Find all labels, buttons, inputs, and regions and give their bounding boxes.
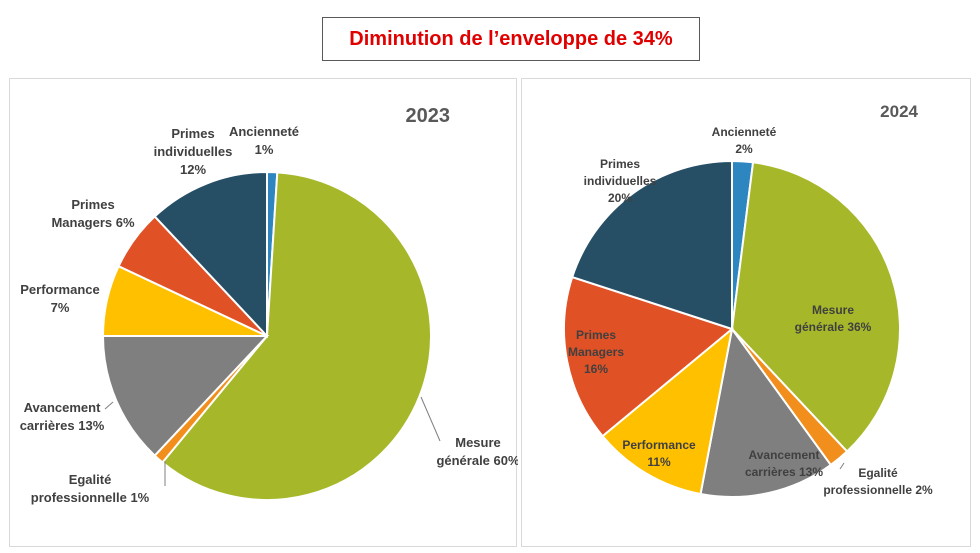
chart-title: 2023 <box>406 105 451 127</box>
leader-line-egalite <box>839 462 845 470</box>
pie-slice-managers <box>562 275 735 438</box>
pie-slice-avancement <box>101 335 270 457</box>
headline-text: Diminution de l’enveloppe de 34% <box>349 27 673 50</box>
data-label-anciennete: Ancienneté 1% <box>229 124 299 157</box>
pie-slice-mesure <box>730 161 902 453</box>
pie-slice-individuelles <box>153 170 268 339</box>
headline-box: Diminution de l’enveloppe de 34% <box>322 17 700 61</box>
leader-line-mesure <box>420 396 441 442</box>
pie-chart-2024: Ancienneté 2% Mesure générale 36% Egalité pro… <box>562 102 933 498</box>
data-label-avancement: Avancement carrières 13% <box>20 400 105 433</box>
pie-slice-avancement <box>699 326 833 498</box>
data-label-managers: Primes Managers 6% <box>51 197 135 230</box>
data-label-egalite: Egalité professionnelle 1% <box>31 472 150 505</box>
leader-line-avancement <box>104 401 114 410</box>
pie-slice-mesure <box>161 171 432 501</box>
data-label-individuelles: Primes individuelles 12% <box>154 126 233 177</box>
chart-title: 2024 <box>880 102 918 121</box>
data-label-mesure: Mesure générale 36% <box>795 303 872 334</box>
data-label-mesure: Mesure générale 60% <box>436 435 518 468</box>
chart-panel-2024: Ancienneté 2% Mesure générale 36% Egalité pro… <box>521 78 971 547</box>
data-label-avancement: Avancement carrières 13% <box>745 448 823 479</box>
data-label-performance: Performance 7% <box>20 282 99 315</box>
data-label-anciennete: Ancienneté 2% <box>712 125 777 156</box>
data-label-individuelles: Primes individuelles 20% <box>584 157 657 205</box>
pie-slice-performance <box>601 326 734 496</box>
data-label-managers: Primes Managers 16% <box>568 328 624 376</box>
data-label-performance: Performance 11% <box>622 438 696 469</box>
pie-chart-2023: Ancienneté 1% Mesure générale 60% Egalité pro… <box>20 105 518 505</box>
chart-panel-2023: Ancienneté 1% Mesure générale 60% Egalité pro… <box>9 78 518 547</box>
pie-slice-individuelles <box>570 159 733 331</box>
data-label-egalite: Egalité professionnelle 2% <box>823 466 933 497</box>
